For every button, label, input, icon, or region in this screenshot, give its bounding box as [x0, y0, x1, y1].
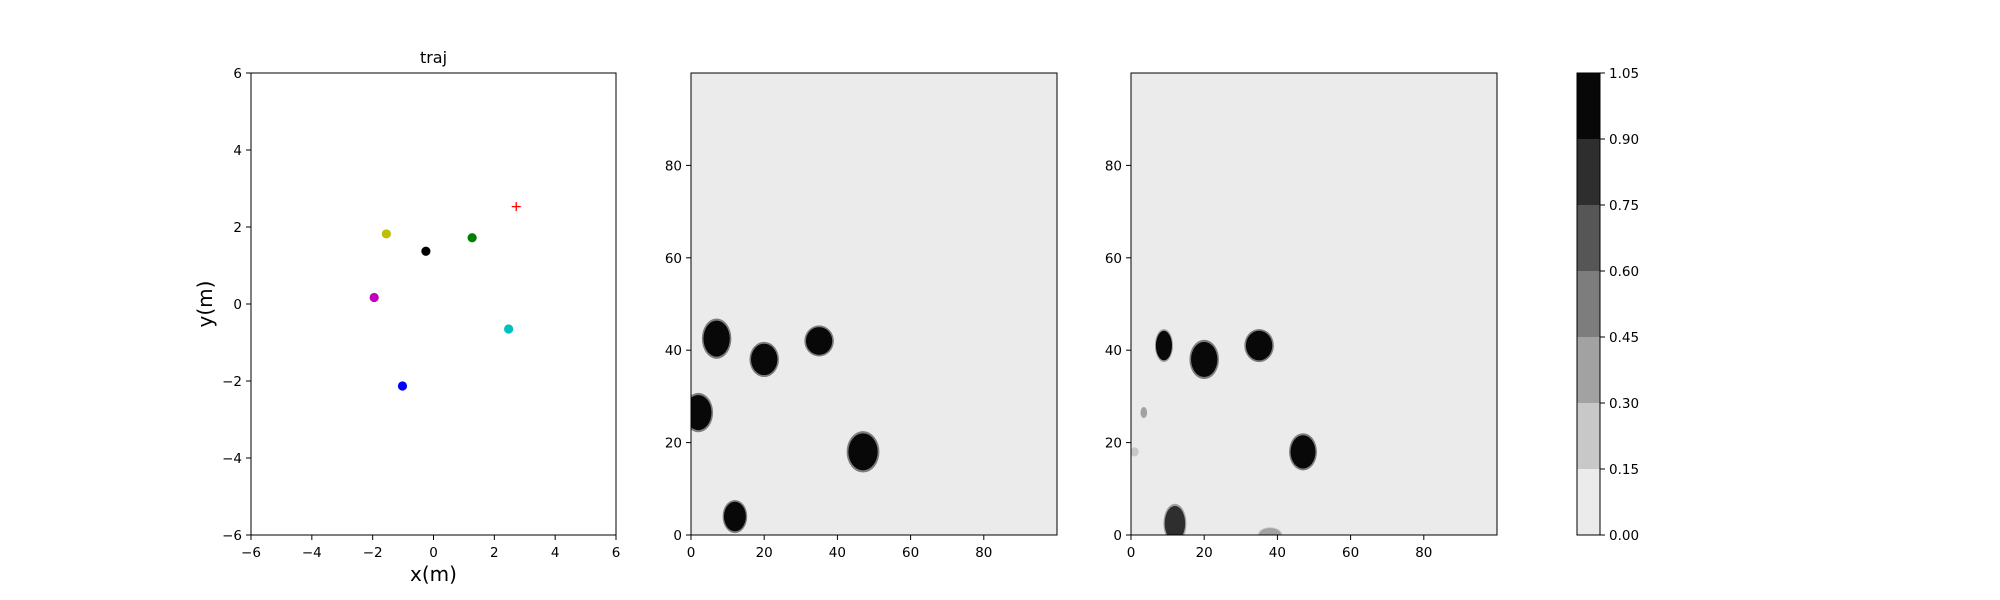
x-tick-label: −4 [302, 545, 322, 561]
colorbar-tick-label: 0.60 [1609, 264, 1639, 280]
y-tick-label: 4 [233, 143, 242, 159]
obstacle-blob [1244, 329, 1274, 363]
obstacle-blob [749, 341, 779, 378]
traj-plot-area [251, 73, 616, 535]
map2-frame [1130, 72, 1498, 536]
x-tick-label: 2 [490, 545, 499, 561]
y-tick-label: 0 [233, 297, 242, 313]
y-tick-label: 20 [665, 436, 682, 452]
obstacle-blob [1131, 446, 1140, 458]
y-tick-label: 60 [1105, 251, 1122, 267]
colorbar-segment [1577, 271, 1600, 337]
y-tick-label: 20 [1105, 436, 1122, 452]
obstacle-blob [691, 392, 714, 433]
x-tick-label: 80 [975, 545, 992, 561]
x-tick-label: −2 [363, 545, 383, 561]
x-tick-label: 20 [756, 545, 773, 561]
x-tick-label: 60 [1342, 545, 1359, 561]
x-tick-label: 40 [1269, 545, 1286, 561]
traj-y-axis-label: y(m) [193, 281, 217, 328]
goal-marker [511, 202, 521, 212]
y-tick-label: 2 [233, 220, 242, 236]
colorbar-tick-label: 0.15 [1609, 462, 1639, 478]
y-tick-label: −6 [222, 528, 242, 544]
colorbar-segment [1577, 73, 1600, 139]
colorbar-tick-label: 0.90 [1609, 132, 1639, 148]
obstacle-blob [846, 431, 880, 473]
y-tick-label: 40 [1105, 343, 1122, 359]
colorbar: 0.00 0.15 0.30 0.45 0.60 0.75 0.90 1.05 [1576, 66, 1639, 544]
obstacle-blob [1257, 527, 1283, 535]
occupancy-map-left: 0 20 40 60 80 0 20 40 60 80 [665, 72, 1058, 561]
agent-point [381, 229, 391, 239]
x-tick-label: 0 [687, 545, 696, 561]
y-tick-label: 80 [665, 158, 682, 174]
obstacle-blob [722, 499, 748, 534]
agent-point [369, 292, 379, 303]
colorbar-segment [1577, 139, 1600, 205]
agent-point [467, 233, 477, 243]
y-tick-label: 40 [665, 343, 682, 359]
colorbar-segment [1577, 403, 1600, 469]
colorbar-segment [1577, 205, 1600, 271]
colorbar-frame [1576, 72, 1601, 536]
colorbar-segment [1577, 469, 1600, 535]
obstacle-blob [1140, 406, 1148, 419]
colorbar-tick-label: 0.00 [1609, 528, 1639, 544]
obstacle-blob [804, 325, 834, 357]
traj-title: traj [420, 48, 447, 67]
x-tick-label: 4 [551, 545, 560, 561]
obstacle-blob [1189, 339, 1219, 380]
y-tick-label: 60 [665, 251, 682, 267]
colorbar-tick-label: 1.05 [1609, 66, 1639, 82]
x-tick-label: 80 [1415, 545, 1432, 561]
y-tick-label: −4 [222, 451, 242, 467]
x-tick-label: 20 [1196, 545, 1213, 561]
obstacle-blob [1289, 433, 1317, 471]
agent-point [397, 381, 408, 391]
colorbar-tick-label: 0.30 [1609, 396, 1639, 412]
y-tick-label: −2 [222, 374, 242, 390]
y-tick-label: 6 [233, 66, 242, 82]
obstacle-blob [1154, 329, 1173, 363]
x-tick-label: −6 [241, 545, 261, 561]
agent-point [504, 324, 514, 334]
y-tick-label: 0 [673, 528, 682, 544]
colorbar-tick-label: 0.75 [1609, 198, 1639, 214]
x-tick-label: 6 [612, 545, 621, 561]
y-tick-label: 80 [1105, 158, 1122, 174]
trajectory-plot: traj −6 −4 −2 0 2 4 6 −6 −4 −2 0 2 4 6 x(m) y(m) [193, 48, 620, 586]
traj-frame [250, 72, 617, 536]
agent-point [421, 246, 431, 256]
x-tick-label: 60 [902, 545, 919, 561]
map2-plot-area [1131, 73, 1497, 535]
colorbar-segment [1577, 337, 1600, 403]
x-tick-label: 0 [429, 545, 438, 561]
obstacle-blob [1163, 503, 1187, 535]
y-tick-label: 0 [1113, 528, 1122, 544]
x-tick-label: 40 [829, 545, 846, 561]
traj-x-axis-label: x(m) [410, 562, 457, 586]
map1-frame [690, 72, 1058, 536]
x-tick-label: 0 [1127, 545, 1136, 561]
occupancy-map-right: 0 20 40 60 80 0 20 40 60 80 [1105, 72, 1498, 561]
obstacle-blob [701, 318, 732, 359]
colorbar-tick-label: 0.45 [1609, 330, 1639, 346]
